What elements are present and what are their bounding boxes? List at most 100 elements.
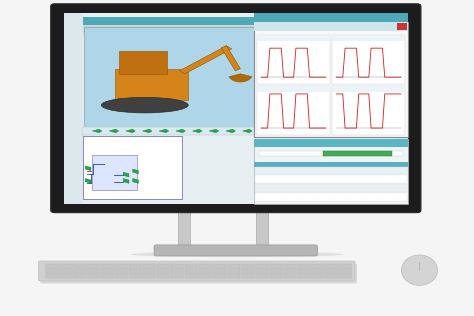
- Bar: [255, 167, 407, 174]
- FancyBboxPatch shape: [185, 269, 198, 273]
- FancyBboxPatch shape: [59, 274, 73, 278]
- Bar: [332, 86, 405, 135]
- FancyBboxPatch shape: [213, 274, 226, 278]
- Bar: [255, 175, 407, 183]
- FancyBboxPatch shape: [73, 274, 86, 278]
- Bar: [64, 17, 262, 25]
- FancyBboxPatch shape: [115, 269, 128, 273]
- FancyBboxPatch shape: [227, 269, 240, 273]
- FancyBboxPatch shape: [269, 269, 282, 273]
- Polygon shape: [226, 129, 236, 133]
- Bar: [257, 35, 329, 84]
- FancyBboxPatch shape: [213, 264, 226, 268]
- FancyBboxPatch shape: [87, 274, 100, 278]
- FancyBboxPatch shape: [59, 264, 73, 268]
- FancyBboxPatch shape: [283, 269, 296, 273]
- Polygon shape: [85, 179, 91, 183]
- FancyBboxPatch shape: [213, 269, 226, 273]
- FancyBboxPatch shape: [283, 264, 296, 268]
- Bar: [83, 136, 182, 199]
- FancyBboxPatch shape: [157, 274, 170, 278]
- FancyBboxPatch shape: [143, 269, 156, 273]
- Bar: [332, 35, 405, 41]
- Bar: [84, 27, 258, 131]
- Ellipse shape: [401, 255, 438, 285]
- Ellipse shape: [101, 97, 188, 113]
- Bar: [64, 25, 262, 32]
- Polygon shape: [143, 129, 152, 133]
- FancyBboxPatch shape: [199, 274, 212, 278]
- FancyBboxPatch shape: [115, 274, 128, 278]
- Polygon shape: [192, 129, 202, 133]
- FancyBboxPatch shape: [51, 4, 421, 213]
- FancyBboxPatch shape: [87, 264, 100, 268]
- Bar: [259, 150, 403, 156]
- Polygon shape: [109, 129, 118, 133]
- FancyBboxPatch shape: [129, 274, 142, 278]
- FancyBboxPatch shape: [255, 264, 268, 268]
- Bar: [255, 161, 408, 167]
- Bar: [257, 35, 329, 41]
- FancyBboxPatch shape: [185, 264, 198, 268]
- Polygon shape: [178, 210, 190, 251]
- FancyBboxPatch shape: [101, 264, 114, 268]
- Bar: [255, 22, 408, 137]
- Polygon shape: [209, 129, 219, 133]
- FancyBboxPatch shape: [297, 274, 310, 278]
- FancyBboxPatch shape: [73, 269, 86, 273]
- FancyBboxPatch shape: [157, 264, 170, 268]
- FancyBboxPatch shape: [283, 274, 296, 278]
- FancyBboxPatch shape: [38, 261, 355, 281]
- Bar: [64, 13, 83, 204]
- FancyBboxPatch shape: [325, 269, 337, 273]
- FancyBboxPatch shape: [46, 274, 58, 278]
- FancyBboxPatch shape: [171, 274, 184, 278]
- FancyBboxPatch shape: [325, 274, 337, 278]
- Bar: [64, 13, 408, 204]
- Polygon shape: [126, 129, 135, 133]
- FancyBboxPatch shape: [171, 269, 184, 273]
- Polygon shape: [180, 46, 232, 74]
- FancyBboxPatch shape: [227, 274, 240, 278]
- Bar: [255, 13, 408, 22]
- Polygon shape: [176, 129, 185, 133]
- FancyBboxPatch shape: [129, 264, 142, 268]
- FancyBboxPatch shape: [157, 269, 170, 273]
- FancyBboxPatch shape: [129, 269, 142, 273]
- Ellipse shape: [130, 252, 344, 257]
- Bar: [332, 86, 405, 92]
- Polygon shape: [123, 172, 129, 177]
- FancyBboxPatch shape: [241, 269, 254, 273]
- FancyBboxPatch shape: [46, 264, 58, 268]
- Bar: [332, 35, 405, 84]
- FancyBboxPatch shape: [269, 274, 282, 278]
- FancyBboxPatch shape: [310, 264, 324, 268]
- FancyBboxPatch shape: [115, 264, 128, 268]
- FancyBboxPatch shape: [185, 274, 198, 278]
- FancyBboxPatch shape: [338, 264, 352, 268]
- Bar: [257, 86, 329, 135]
- FancyBboxPatch shape: [297, 264, 310, 268]
- Wedge shape: [229, 74, 252, 82]
- FancyBboxPatch shape: [46, 269, 58, 273]
- Bar: [82, 127, 262, 135]
- Bar: [92, 155, 137, 190]
- FancyBboxPatch shape: [73, 264, 86, 268]
- Polygon shape: [159, 129, 169, 133]
- FancyBboxPatch shape: [101, 274, 114, 278]
- Bar: [118, 51, 167, 74]
- FancyBboxPatch shape: [199, 264, 212, 268]
- FancyBboxPatch shape: [310, 274, 324, 278]
- Bar: [115, 69, 188, 100]
- Bar: [255, 184, 407, 192]
- Polygon shape: [92, 129, 102, 133]
- FancyBboxPatch shape: [171, 264, 184, 268]
- Bar: [255, 193, 407, 201]
- FancyBboxPatch shape: [310, 269, 324, 273]
- FancyBboxPatch shape: [40, 264, 357, 283]
- Polygon shape: [256, 210, 268, 251]
- Bar: [397, 23, 407, 30]
- FancyBboxPatch shape: [241, 274, 254, 278]
- FancyBboxPatch shape: [269, 264, 282, 268]
- FancyBboxPatch shape: [297, 269, 310, 273]
